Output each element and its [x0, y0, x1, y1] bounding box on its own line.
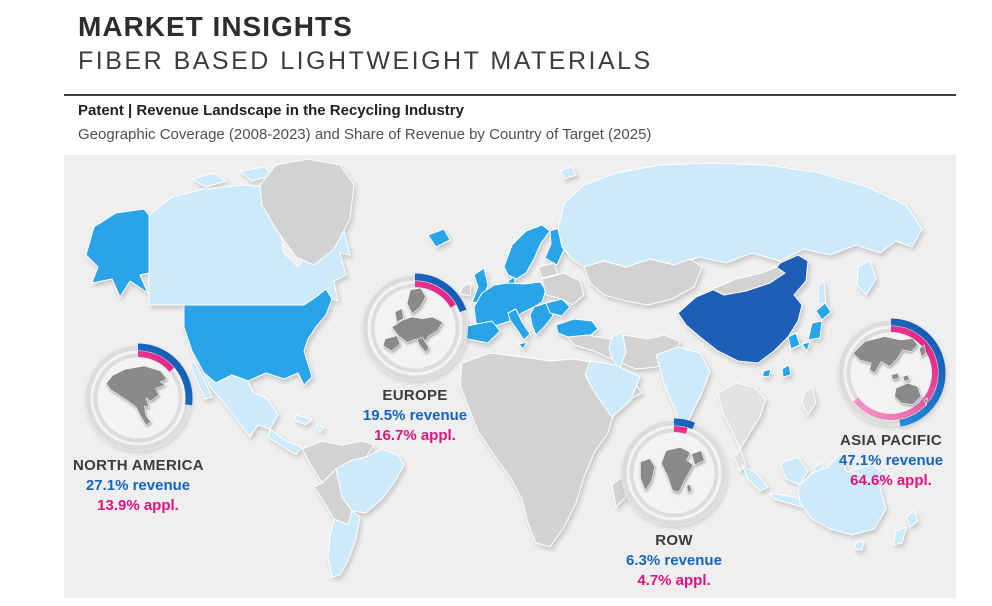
revenue-arc — [360, 273, 470, 383]
country-iceland — [427, 228, 451, 248]
country-south-korea — [787, 332, 801, 350]
region-revenue: 47.1% revenue — [838, 452, 944, 469]
map-panel — [64, 155, 956, 598]
region-appl: 13.9% appl. — [97, 497, 179, 514]
new-zealand-south — [892, 526, 907, 546]
country-cuba — [293, 414, 313, 426]
europe-labels: EUROPE 19.5% revenue 16.7% appl. — [350, 386, 480, 446]
appl-arc — [844, 326, 938, 420]
kamchatka — [856, 259, 877, 296]
tasmania — [853, 540, 865, 551]
appl-arc — [91, 351, 185, 445]
country-saudi-arabia — [584, 360, 641, 418]
sumatra — [741, 464, 769, 492]
section-title: Patent | Revenue Landscape in the Recycl… — [78, 102, 464, 119]
svalbard — [559, 166, 577, 180]
region-badge-asia-pacific: ASIA PACIFIC 47.1% revenue 64.6% appl. — [826, 308, 956, 491]
revenue-arc — [83, 343, 193, 453]
country-taiwan — [781, 364, 792, 378]
country-belarus — [537, 262, 559, 279]
asia-pacific-donut — [836, 318, 946, 428]
country-alaska — [85, 208, 150, 298]
japan-honshu — [807, 320, 823, 341]
region-revenue: 6.3% revenue — [626, 552, 722, 569]
region-badge-row: ROW 6.3% revenue 4.7% appl. — [609, 408, 739, 591]
country-australia — [797, 452, 887, 536]
asia-pacific-labels: ASIA PACIFIC 47.1% revenue 64.6% appl. — [826, 431, 956, 491]
north-america-labels: NORTH AMERICA 27.1% revenue 13.9% appl. — [73, 456, 204, 516]
japan-hokkaido — [815, 302, 832, 321]
revenue-arc — [619, 418, 729, 528]
baja-peninsula — [189, 360, 213, 400]
north-america-silhouette — [105, 365, 168, 426]
country-turkey — [555, 318, 599, 338]
region-name: NORTH AMERICA — [73, 457, 204, 474]
country-mongolia — [711, 266, 786, 296]
divider-rule — [64, 94, 956, 96]
arctic-island-1 — [191, 172, 227, 188]
country-mexico — [203, 372, 279, 438]
sicily — [518, 341, 528, 350]
region-revenue: 19.5% revenue — [362, 407, 468, 424]
hispaniola — [315, 424, 325, 433]
row-donut — [619, 418, 729, 528]
japan-kyushu — [801, 341, 811, 352]
region-revenue: 27.1% revenue — [85, 477, 191, 494]
country-argentina-chile — [327, 510, 361, 578]
sakhalin — [817, 280, 827, 306]
country-philippines — [801, 386, 817, 416]
central-america — [267, 428, 303, 456]
header: MARKET INSIGHTS FIBER BASED LIGHTWEIGHT … — [78, 10, 653, 76]
page-title: MARKET INSIGHTS — [78, 11, 353, 42]
region-appl: 64.6% appl. — [850, 472, 932, 489]
region-appl: 4.7% appl. — [637, 572, 711, 589]
country-romania-bulgaria — [545, 298, 571, 317]
region-name: EUROPE — [382, 387, 448, 404]
region-badge-north-america: NORTH AMERICA 27.1% revenue 13.9% appl. — [73, 333, 204, 516]
country-kazakhstan — [583, 258, 703, 306]
page-subtitle: FIBER BASED LIGHTWEIGHT MATERIALS — [78, 47, 653, 75]
hainan — [761, 368, 772, 378]
europe-silhouette — [382, 287, 443, 353]
world-map — [85, 158, 923, 578]
country-greenland — [259, 158, 355, 266]
section-caption: Geographic Coverage (2008-2023) and Shar… — [78, 126, 652, 143]
new-zealand-north — [905, 510, 919, 528]
europe-donut — [360, 273, 470, 383]
country-ukraine — [541, 272, 585, 306]
region-name: ROW — [655, 532, 693, 549]
country-russia — [557, 162, 923, 268]
region-badge-europe: EUROPE 19.5% revenue 16.7% appl. — [350, 263, 480, 446]
borneo — [779, 456, 809, 486]
asia-pacific-silhouette — [852, 336, 928, 407]
southeast-asia — [717, 382, 767, 450]
region-appl: 16.7% appl. — [374, 427, 456, 444]
continent-africa — [459, 352, 643, 548]
appl-arc — [368, 281, 462, 375]
region-name: ASIA PACIFIC — [840, 432, 942, 449]
revenue-arc — [836, 318, 946, 428]
appl-arc — [627, 426, 721, 520]
country-ireland — [459, 282, 472, 297]
north-america-donut — [83, 343, 193, 453]
row-silhouette — [640, 447, 705, 493]
country-india — [655, 346, 711, 432]
country-brazil — [335, 448, 405, 514]
row-labels: ROW 6.3% revenue 4.7% appl. — [609, 531, 739, 591]
country-italy — [507, 308, 531, 341]
